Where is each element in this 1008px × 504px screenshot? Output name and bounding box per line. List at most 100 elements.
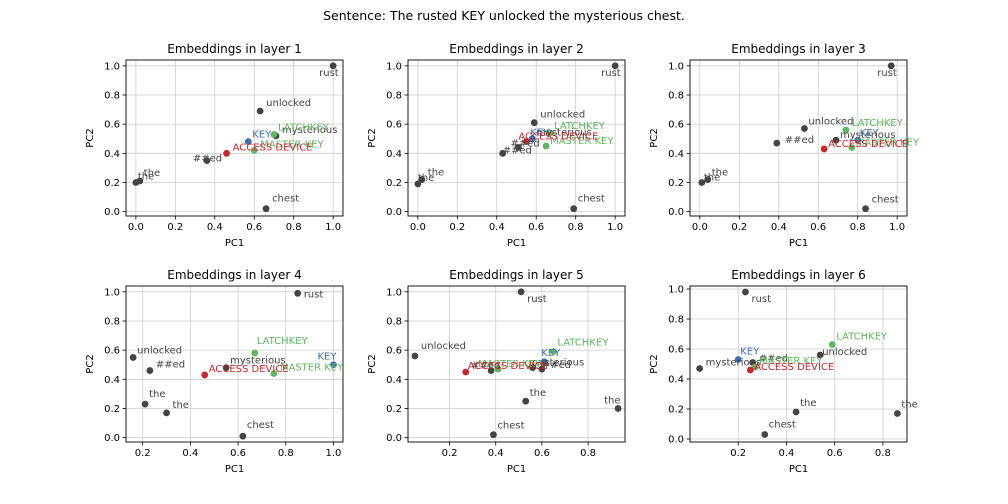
y-tick-label: 0.4 bbox=[386, 149, 402, 160]
panel-title: Embeddings in layer 3 bbox=[731, 42, 865, 56]
y-axis-label: PC2 bbox=[367, 354, 378, 373]
point-marker bbox=[792, 408, 800, 416]
point-label: unlocked bbox=[137, 345, 182, 356]
point-marker bbox=[848, 144, 856, 151]
y-tick-label: 0.4 bbox=[104, 149, 120, 160]
point-label: unlocked bbox=[822, 347, 867, 358]
y-axis-label: PC2 bbox=[367, 128, 378, 147]
y-tick-label: 0.6 bbox=[386, 346, 402, 357]
y-tick-label: 1.0 bbox=[386, 61, 402, 72]
panel-title: Embeddings in layer 2 bbox=[449, 42, 583, 56]
x-tick-label: 1.0 bbox=[607, 222, 623, 233]
y-tick-label: 0.8 bbox=[668, 315, 684, 326]
x-tick-label: 1.0 bbox=[326, 448, 342, 459]
y-tick-label: 0.0 bbox=[104, 207, 120, 218]
point-label: KEY bbox=[740, 347, 760, 358]
panel-title: Embeddings in layer 6 bbox=[731, 268, 865, 282]
panels-group: 0.0 0.2 0.4 0.6 0.8 1.0 0.0 0.2 0.4 0.6 0.8 1.0 Embe… bbox=[85, 42, 920, 475]
point-label: mysterious bbox=[536, 128, 592, 139]
point-label: ACCESS DEVICE bbox=[518, 132, 598, 143]
point-label: rust bbox=[601, 68, 621, 79]
point-label: ##ed bbox=[156, 360, 185, 371]
x-tick-label: 0.4 bbox=[778, 448, 794, 459]
point-marker bbox=[239, 432, 247, 440]
x-tick-label: 0.8 bbox=[875, 448, 891, 459]
point-marker bbox=[129, 354, 137, 361]
x-tick-label: 0.8 bbox=[286, 222, 302, 233]
x-tick-label: 0.2 bbox=[731, 222, 747, 233]
x-tick-label: 0.2 bbox=[442, 448, 458, 459]
panel-title: Embeddings in layer 5 bbox=[449, 268, 583, 282]
point-marker bbox=[820, 145, 828, 153]
panel-layer-6: 0.2 0.4 0.6 0.8 0.0 0.2 0.4 0.6 0.8 1.0 Embeddings… bbox=[649, 268, 918, 475]
point-label: the bbox=[712, 168, 728, 179]
x-axis-label: PC1 bbox=[507, 238, 526, 249]
point-marker bbox=[614, 405, 622, 412]
y-tick-label: 0.2 bbox=[668, 405, 684, 416]
point-marker bbox=[528, 135, 536, 143]
point-label: unlocked bbox=[540, 110, 585, 121]
y-axis-label: PC2 bbox=[85, 354, 96, 373]
point-label: ##ed bbox=[510, 138, 539, 149]
point-marker bbox=[570, 205, 578, 213]
y-axis-label: PC2 bbox=[85, 128, 96, 147]
x-tick-label: 1.0 bbox=[889, 222, 905, 233]
x-tick-label: 0.6 bbox=[810, 222, 826, 233]
point-marker bbox=[801, 125, 808, 132]
y-tick-label: 0.4 bbox=[668, 149, 684, 160]
y-tick-label: 0.2 bbox=[386, 178, 402, 189]
point-marker bbox=[414, 180, 422, 188]
point-label: MASTER KEY bbox=[478, 359, 542, 370]
point-label: chest bbox=[769, 420, 796, 431]
panel-layer-4: 0.2 0.4 0.6 0.8 1.0 0.0 0.2 0.4 0.6 0.8 1.0 Embeddi… bbox=[85, 268, 344, 475]
point-label: chest bbox=[272, 194, 299, 205]
y-tick-label: 0.2 bbox=[104, 178, 120, 189]
point-marker bbox=[842, 126, 850, 134]
point-marker bbox=[530, 119, 538, 127]
y-tick-label: 0.8 bbox=[668, 90, 684, 101]
point-label: ##ed bbox=[759, 354, 788, 365]
point-marker bbox=[540, 358, 548, 366]
x-tick-label: 0.8 bbox=[278, 448, 294, 459]
point-label: the bbox=[173, 400, 189, 411]
point-marker bbox=[270, 370, 278, 377]
point-label: ##ed bbox=[503, 145, 532, 156]
x-tick-label: 0.6 bbox=[246, 222, 262, 233]
point-label: LATCHKEY bbox=[557, 338, 609, 349]
x-tick-label: 0.0 bbox=[128, 222, 144, 233]
point-label: ACCESS DEVICE bbox=[828, 139, 908, 150]
point-label: the bbox=[149, 389, 165, 400]
x-tick-label: 0.0 bbox=[410, 222, 426, 233]
point-marker bbox=[146, 367, 154, 374]
point-label: rust bbox=[304, 289, 324, 300]
axes-frame bbox=[407, 285, 626, 443]
point-label: ACCESS DEVICE bbox=[468, 361, 548, 372]
x-tick-label: 0.4 bbox=[207, 222, 223, 233]
y-tick-label: 0.4 bbox=[104, 375, 120, 386]
x-tick-label: 0.6 bbox=[534, 448, 550, 459]
y-tick-label: 0.8 bbox=[104, 316, 120, 327]
point-label: chest bbox=[247, 420, 274, 431]
point-marker bbox=[828, 341, 836, 348]
point-marker bbox=[222, 364, 230, 372]
point-label: unlocked bbox=[808, 117, 853, 128]
point-label: KEY bbox=[317, 352, 337, 363]
y-tick-label: 0.6 bbox=[386, 120, 402, 131]
x-tick-label: 0.8 bbox=[850, 222, 866, 233]
point-marker bbox=[244, 138, 252, 146]
y-tick-label: 0.6 bbox=[104, 120, 120, 131]
figure-suptitle: Sentence: The rusted KEY unlocked the my… bbox=[323, 8, 685, 23]
point-marker bbox=[515, 144, 522, 151]
panel-layer-5: 0.2 0.4 0.6 0.8 0.0 0.2 0.4 0.6 0.8 1.0 Embeddings… bbox=[367, 268, 626, 475]
point-marker bbox=[251, 349, 259, 357]
point-label: MASTER KEY bbox=[280, 362, 344, 373]
axes-frame bbox=[689, 59, 908, 217]
point-label: MASTER KEY bbox=[759, 356, 823, 367]
x-axis-label: PC1 bbox=[225, 238, 244, 249]
y-tick-label: 0.0 bbox=[668, 207, 684, 218]
y-tick-label: 0.8 bbox=[386, 90, 402, 101]
point-marker bbox=[494, 365, 502, 373]
point-marker bbox=[550, 348, 557, 356]
y-tick-label: 0.6 bbox=[668, 120, 684, 131]
